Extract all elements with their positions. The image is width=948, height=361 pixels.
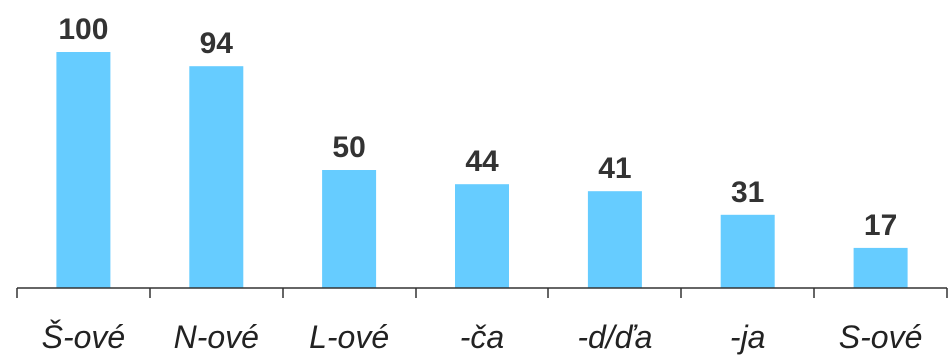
bar-value-label: 41 xyxy=(598,152,631,185)
bar xyxy=(587,191,642,288)
category-label: -ja xyxy=(730,319,766,355)
category-label: S-ové xyxy=(839,319,923,355)
bar xyxy=(189,66,244,288)
x-axis-tick-labels: Š-ové N-ové L-ové -ča -d/ďa -ja S-ové xyxy=(42,319,923,355)
category-label: L-ové xyxy=(309,319,389,355)
bar-value-label: 17 xyxy=(864,209,897,242)
bar-value-label: 31 xyxy=(731,176,764,209)
bar-value-label: 100 xyxy=(58,13,108,46)
category-label: -ča xyxy=(460,319,504,355)
category-label: N-ové xyxy=(174,319,259,355)
bar xyxy=(853,247,908,288)
bar-value-label: 50 xyxy=(332,131,365,164)
bar-value-label: 44 xyxy=(465,145,499,178)
category-label: Š-ové xyxy=(42,319,126,355)
bar xyxy=(322,170,377,288)
bar-value-label: 94 xyxy=(200,27,234,60)
bars-group xyxy=(56,52,908,288)
bar xyxy=(56,52,111,288)
category-label: -d/ďa xyxy=(577,319,652,355)
value-labels-group: 100 94 50 44 41 31 17 xyxy=(58,13,897,242)
x-axis-ticks xyxy=(16,288,948,298)
bar xyxy=(720,214,775,288)
bar xyxy=(455,184,509,288)
